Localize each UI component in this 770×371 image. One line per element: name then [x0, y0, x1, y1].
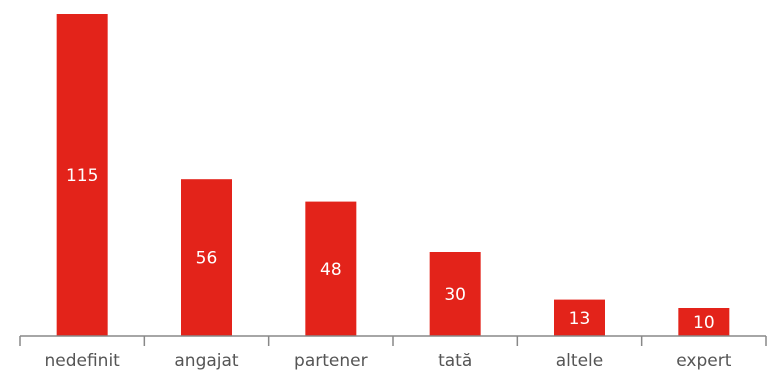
bar-3: [429, 252, 481, 336]
value-label-5: 10: [693, 313, 715, 333]
bar-5: [678, 308, 730, 336]
value-label-2: 48: [320, 260, 342, 280]
category-label-1: angajat: [174, 351, 239, 371]
bar-2: [305, 201, 357, 336]
value-label-3: 30: [444, 285, 466, 305]
category-label-5: expert: [676, 351, 731, 371]
bar-0: [56, 14, 108, 336]
bar-1: [181, 179, 232, 336]
value-labels-group: 115 56 48 30 13 10: [66, 166, 715, 333]
category-labels-group: nedefinit angajat partener tată altele expert: [44, 351, 731, 371]
bars-group: [56, 14, 730, 336]
value-label-1: 56: [196, 249, 218, 269]
value-label-0: 115: [66, 166, 98, 186]
x-axis-ticks: [19, 336, 767, 346]
category-label-0: nedefinit: [44, 351, 120, 371]
category-label-4: altele: [556, 351, 603, 371]
value-label-4: 13: [569, 309, 591, 329]
bar-4: [554, 299, 605, 336]
category-label-2: partener: [294, 351, 368, 371]
category-label-3: tată: [438, 351, 472, 371]
